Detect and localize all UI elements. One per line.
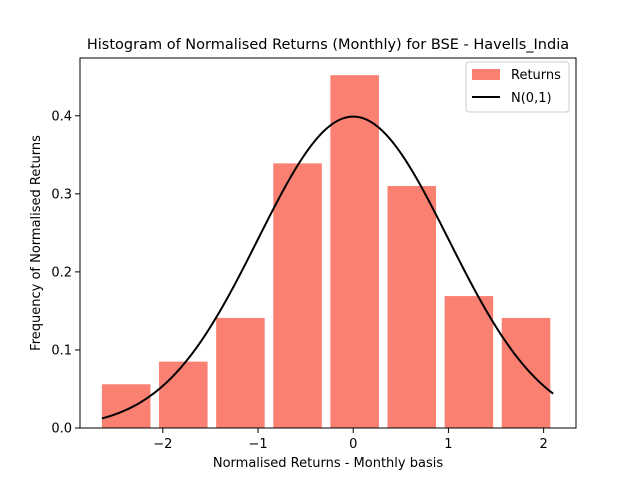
x-tick-label-4: 2 bbox=[539, 437, 547, 452]
histogram-bar-5 bbox=[387, 186, 437, 428]
legend: Returns N(0,1) bbox=[465, 61, 570, 113]
x-axis-ticks: −2 −1 0 1 2 bbox=[153, 428, 548, 452]
histogram-bar-7 bbox=[501, 317, 551, 428]
y-tick-label-3: 0.3 bbox=[51, 187, 72, 202]
y-tick-label-4: 0.4 bbox=[51, 109, 72, 124]
y-axis-ticks: 0.0 0.1 0.2 0.3 0.4 bbox=[51, 109, 80, 437]
curve-layer bbox=[101, 115, 554, 420]
normal-curve-line bbox=[101, 115, 554, 420]
histogram-bar-1 bbox=[159, 361, 208, 428]
legend-label-returns: Returns bbox=[511, 68, 561, 83]
plot-frame bbox=[79, 57, 577, 429]
legend-label-normal-curve: N(0,1) bbox=[511, 91, 552, 106]
histogram-bar-4 bbox=[330, 75, 379, 429]
chart-title: Histogram of Normalised Returns (Monthly… bbox=[87, 37, 569, 53]
histogram-bar-6 bbox=[444, 296, 494, 428]
x-axis-label: Normalised Returns - Monthly basis bbox=[213, 456, 443, 471]
x-tick-label-3: 1 bbox=[444, 437, 452, 452]
y-tick-label-0: 0.0 bbox=[51, 422, 72, 437]
y-tick-label-1: 0.1 bbox=[51, 343, 72, 358]
histogram-bar-0 bbox=[101, 384, 151, 428]
histogram-bar-2 bbox=[216, 317, 265, 428]
y-axis-label: Frequency of Normalised Returns bbox=[29, 135, 44, 351]
y-tick-label-2: 0.2 bbox=[51, 265, 72, 280]
x-tick-label-0: −2 bbox=[153, 437, 172, 452]
legend-swatch-returns bbox=[472, 69, 500, 80]
x-tick-label-2: 0 bbox=[349, 437, 357, 452]
x-tick-label-1: −1 bbox=[248, 437, 267, 452]
bars-layer bbox=[101, 75, 551, 429]
histogram-bar-3 bbox=[273, 163, 322, 428]
